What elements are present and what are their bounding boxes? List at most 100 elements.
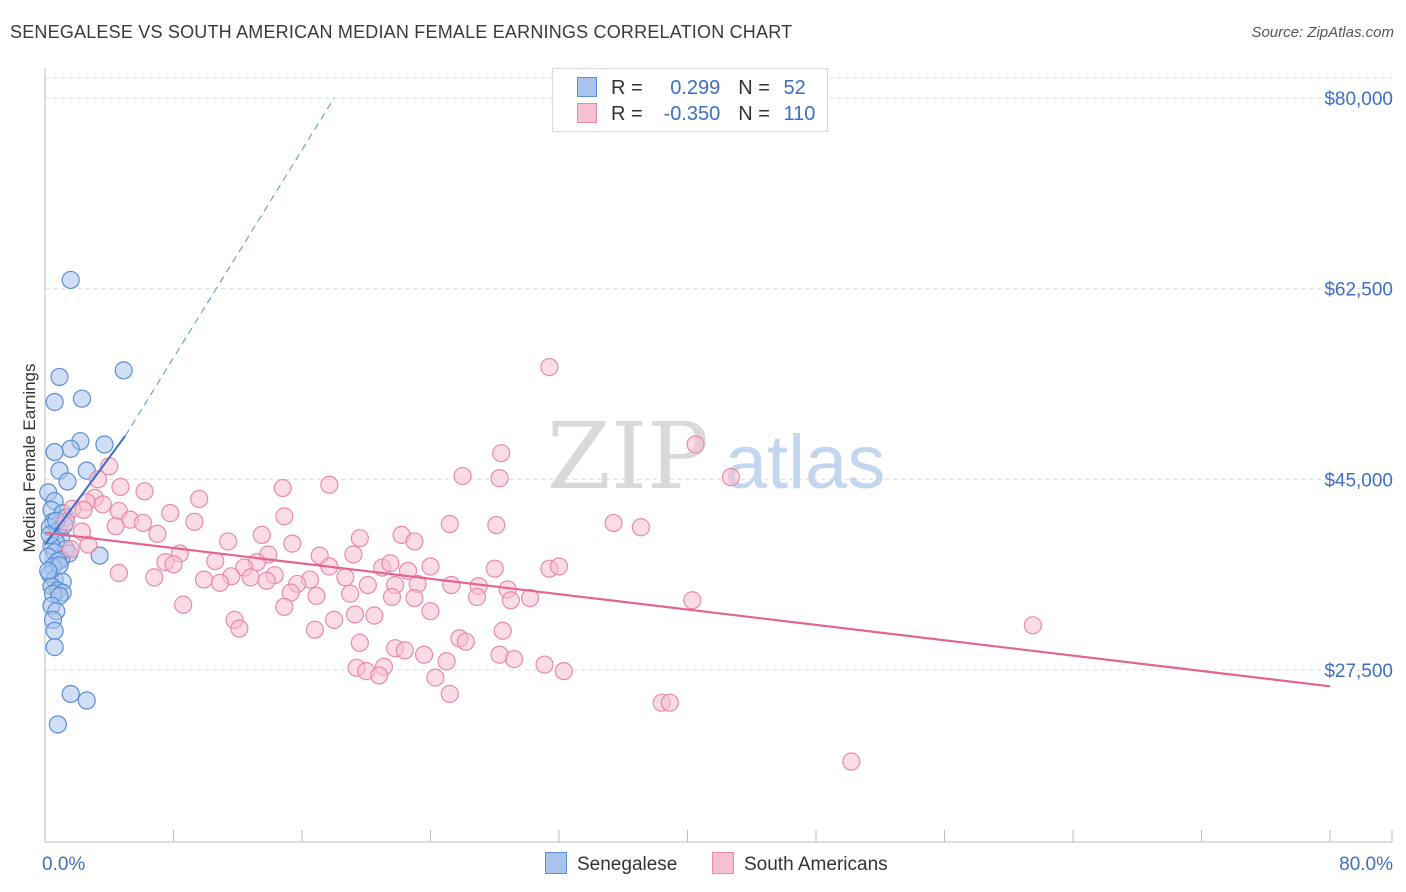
data-point xyxy=(426,668,445,687)
data-point xyxy=(72,389,92,408)
data-point xyxy=(133,513,153,533)
legend-n-label: N = xyxy=(738,77,770,99)
trend-line-south-americans xyxy=(44,531,1331,688)
x-tick-label: 80.0% xyxy=(1339,854,1393,875)
data-point xyxy=(56,512,75,531)
legend-label-senegalese: Senegalese xyxy=(577,854,678,875)
data-point xyxy=(305,620,324,639)
data-point xyxy=(344,545,363,564)
data-point xyxy=(535,655,554,674)
data-point xyxy=(501,591,520,610)
data-point xyxy=(487,515,506,535)
data-point xyxy=(210,573,230,592)
y-tick-label: $45,000 xyxy=(1324,470,1393,491)
data-point xyxy=(185,512,204,531)
stats-legend: R = 0.299 N = 52 R = -0.350 N = 110 xyxy=(552,68,828,132)
data-point xyxy=(58,472,77,491)
data-point xyxy=(549,557,569,576)
data-point xyxy=(554,661,573,681)
data-point xyxy=(111,477,130,497)
data-point xyxy=(194,570,214,589)
trend-line-senegalese-extension xyxy=(124,97,335,437)
trend-lines xyxy=(44,97,1331,688)
legend-n-label: N = xyxy=(738,103,770,125)
data-point xyxy=(257,571,276,590)
data-point xyxy=(61,684,80,704)
watermark-atlas: atlas xyxy=(725,420,886,505)
data-point xyxy=(336,568,355,587)
legend-r-label: R = xyxy=(611,77,643,99)
data-point xyxy=(842,752,861,771)
data-point xyxy=(440,514,459,534)
legend-swatch-blue xyxy=(545,852,567,874)
legend-n-value: 52 xyxy=(783,77,806,99)
data-point xyxy=(283,534,302,553)
data-point xyxy=(453,466,472,486)
data-point xyxy=(230,619,249,638)
data-point xyxy=(61,270,80,290)
data-point xyxy=(109,563,128,583)
watermark: ZIP atlas xyxy=(547,403,885,510)
legend-row-senegalese: R = 0.299 N = 52 xyxy=(577,77,806,101)
data-point xyxy=(77,691,96,710)
axes xyxy=(44,68,1393,843)
data-point xyxy=(79,535,98,554)
bottom-legend-south-americans[interactable]: South Americans xyxy=(712,852,888,876)
legend-label-south-americans: South Americans xyxy=(744,854,888,875)
y-tick-label: $80,000 xyxy=(1324,89,1393,110)
data-point xyxy=(206,551,225,571)
data-point xyxy=(350,529,369,548)
bottom-legend-senegalese[interactable]: Senegalese xyxy=(545,852,677,876)
data-point xyxy=(370,666,389,685)
data-point xyxy=(540,358,559,377)
data-point xyxy=(456,632,475,651)
legend-r-label: R = xyxy=(611,103,643,125)
data-point xyxy=(148,524,167,543)
data-point xyxy=(61,539,80,559)
data-point xyxy=(275,507,294,526)
data-point xyxy=(365,606,384,625)
legend-swatch-pink xyxy=(577,103,597,123)
data-point xyxy=(145,568,164,587)
data-point xyxy=(381,554,400,573)
legend-swatch-blue xyxy=(577,77,597,97)
data-point xyxy=(721,468,740,487)
data-point xyxy=(421,602,440,621)
data-point xyxy=(273,478,292,498)
data-point xyxy=(252,525,271,544)
data-point xyxy=(437,652,456,671)
data-point xyxy=(1023,616,1042,635)
y-tick-label: $62,500 xyxy=(1324,280,1393,301)
data-point xyxy=(485,559,504,578)
data-point xyxy=(341,584,360,603)
data-point xyxy=(320,475,339,494)
data-point xyxy=(275,597,294,616)
x-tick-label: 0.0% xyxy=(42,854,85,875)
data-point xyxy=(604,513,623,533)
data-point xyxy=(174,595,193,614)
data-point xyxy=(39,561,58,580)
data-point xyxy=(414,645,434,664)
data-point xyxy=(405,588,424,608)
data-point xyxy=(325,610,344,629)
data-point xyxy=(660,693,679,712)
data-point xyxy=(358,575,377,595)
data-point xyxy=(61,439,80,458)
data-point xyxy=(440,684,459,704)
data-point xyxy=(467,587,487,607)
data-point xyxy=(219,532,238,551)
data-point xyxy=(45,621,64,640)
y-axis-title: Median Female Earnings xyxy=(20,364,39,553)
data-point xyxy=(395,641,414,660)
trend-line-senegalese xyxy=(44,435,127,546)
data-point xyxy=(50,367,69,387)
data-point xyxy=(493,621,512,640)
data-point xyxy=(405,532,424,551)
data-point xyxy=(161,504,180,523)
legend-swatch-pink xyxy=(712,852,734,874)
data-point xyxy=(442,575,461,595)
y-tick-label: $27,500 xyxy=(1324,661,1393,682)
data-point xyxy=(382,587,402,607)
legend-row-south-americans: R = -0.350 N = 110 xyxy=(577,103,815,127)
